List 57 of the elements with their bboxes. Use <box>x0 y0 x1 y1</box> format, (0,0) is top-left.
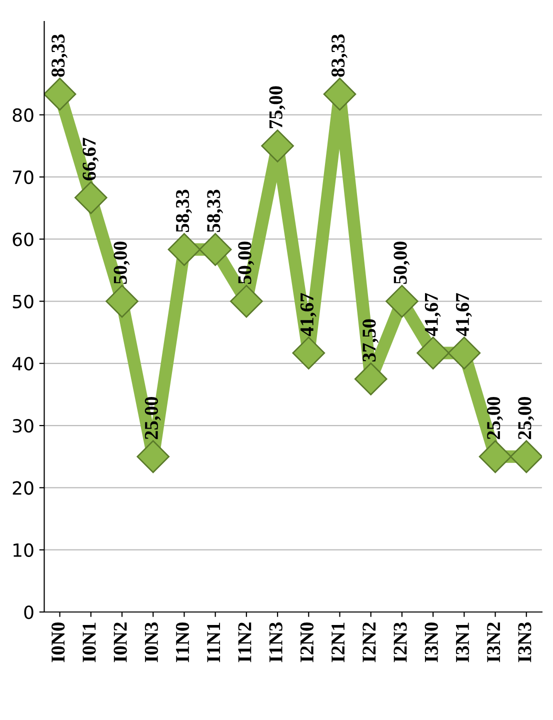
y-tick-label: 10 <box>14 543 34 557</box>
point <box>292 336 326 370</box>
y-tick-label: 20 <box>12 481 34 495</box>
x-tick-label: I3N2 <box>487 622 500 662</box>
x-tick-label: I2N3 <box>394 622 407 662</box>
data-label: 58,33 <box>176 190 192 232</box>
point <box>44 78 76 111</box>
y-tick-label: 70 <box>13 170 34 184</box>
data-label: 66,67 <box>82 138 99 180</box>
data-label: 50,00 <box>394 242 410 284</box>
data-label: 25,00 <box>487 396 503 440</box>
data-label: 25,00 <box>144 396 161 440</box>
data-label: 58,33 <box>207 190 224 232</box>
y-tick-label: 0 <box>24 605 34 620</box>
x-tick-label: I3N3 <box>518 622 532 662</box>
x-tick-label: I1N1 <box>207 622 220 662</box>
x-tick-label: I3N1 <box>456 622 470 662</box>
x-tick-label: I0N0 <box>52 622 65 662</box>
data-label: 75,00 <box>269 86 286 128</box>
data-label: 41,67 <box>300 293 316 336</box>
y-tick-label: 60 <box>12 232 34 246</box>
data-label: 41,67 <box>424 293 441 336</box>
point <box>510 440 542 474</box>
y-tick-label: 50 <box>12 294 34 308</box>
x-tick-label: I0N2 <box>114 622 127 662</box>
data-label: 37,50 <box>362 319 379 362</box>
x-tick-label: I2N0 <box>300 622 314 662</box>
y-tick-label: 40 <box>12 356 34 371</box>
point <box>198 233 232 266</box>
point <box>230 284 263 318</box>
data-label: 83,33 <box>331 34 348 77</box>
point <box>386 284 418 318</box>
data-label: 41,67 <box>456 293 472 336</box>
point <box>74 181 108 214</box>
data-label: 50,00 <box>114 242 130 284</box>
x-tick-label: I0N1 <box>82 622 96 662</box>
point <box>354 362 388 396</box>
point <box>261 129 294 162</box>
x-tick-label: I2N1 <box>332 622 344 662</box>
x-tick-label: I1N0 <box>176 622 190 662</box>
y-tick-label: 30 <box>12 419 34 433</box>
x-tick-label: I1N2 <box>238 622 252 662</box>
x-tick-label: I1N3 <box>269 622 282 662</box>
point <box>478 440 512 474</box>
data-label: 50,00 <box>238 242 254 284</box>
data-label: 83,33 <box>52 34 68 77</box>
point <box>136 440 170 474</box>
x-tick-label: I2N2 <box>362 622 376 662</box>
point <box>323 78 356 111</box>
point <box>416 336 450 370</box>
data-label: 25,00 <box>518 396 534 440</box>
x-tick-label: I3N0 <box>424 622 438 662</box>
point <box>448 336 481 370</box>
point <box>106 284 138 318</box>
point <box>168 233 201 266</box>
y-tick-label: 80 <box>12 108 34 122</box>
x-tick-label: I0N3 <box>144 622 158 662</box>
